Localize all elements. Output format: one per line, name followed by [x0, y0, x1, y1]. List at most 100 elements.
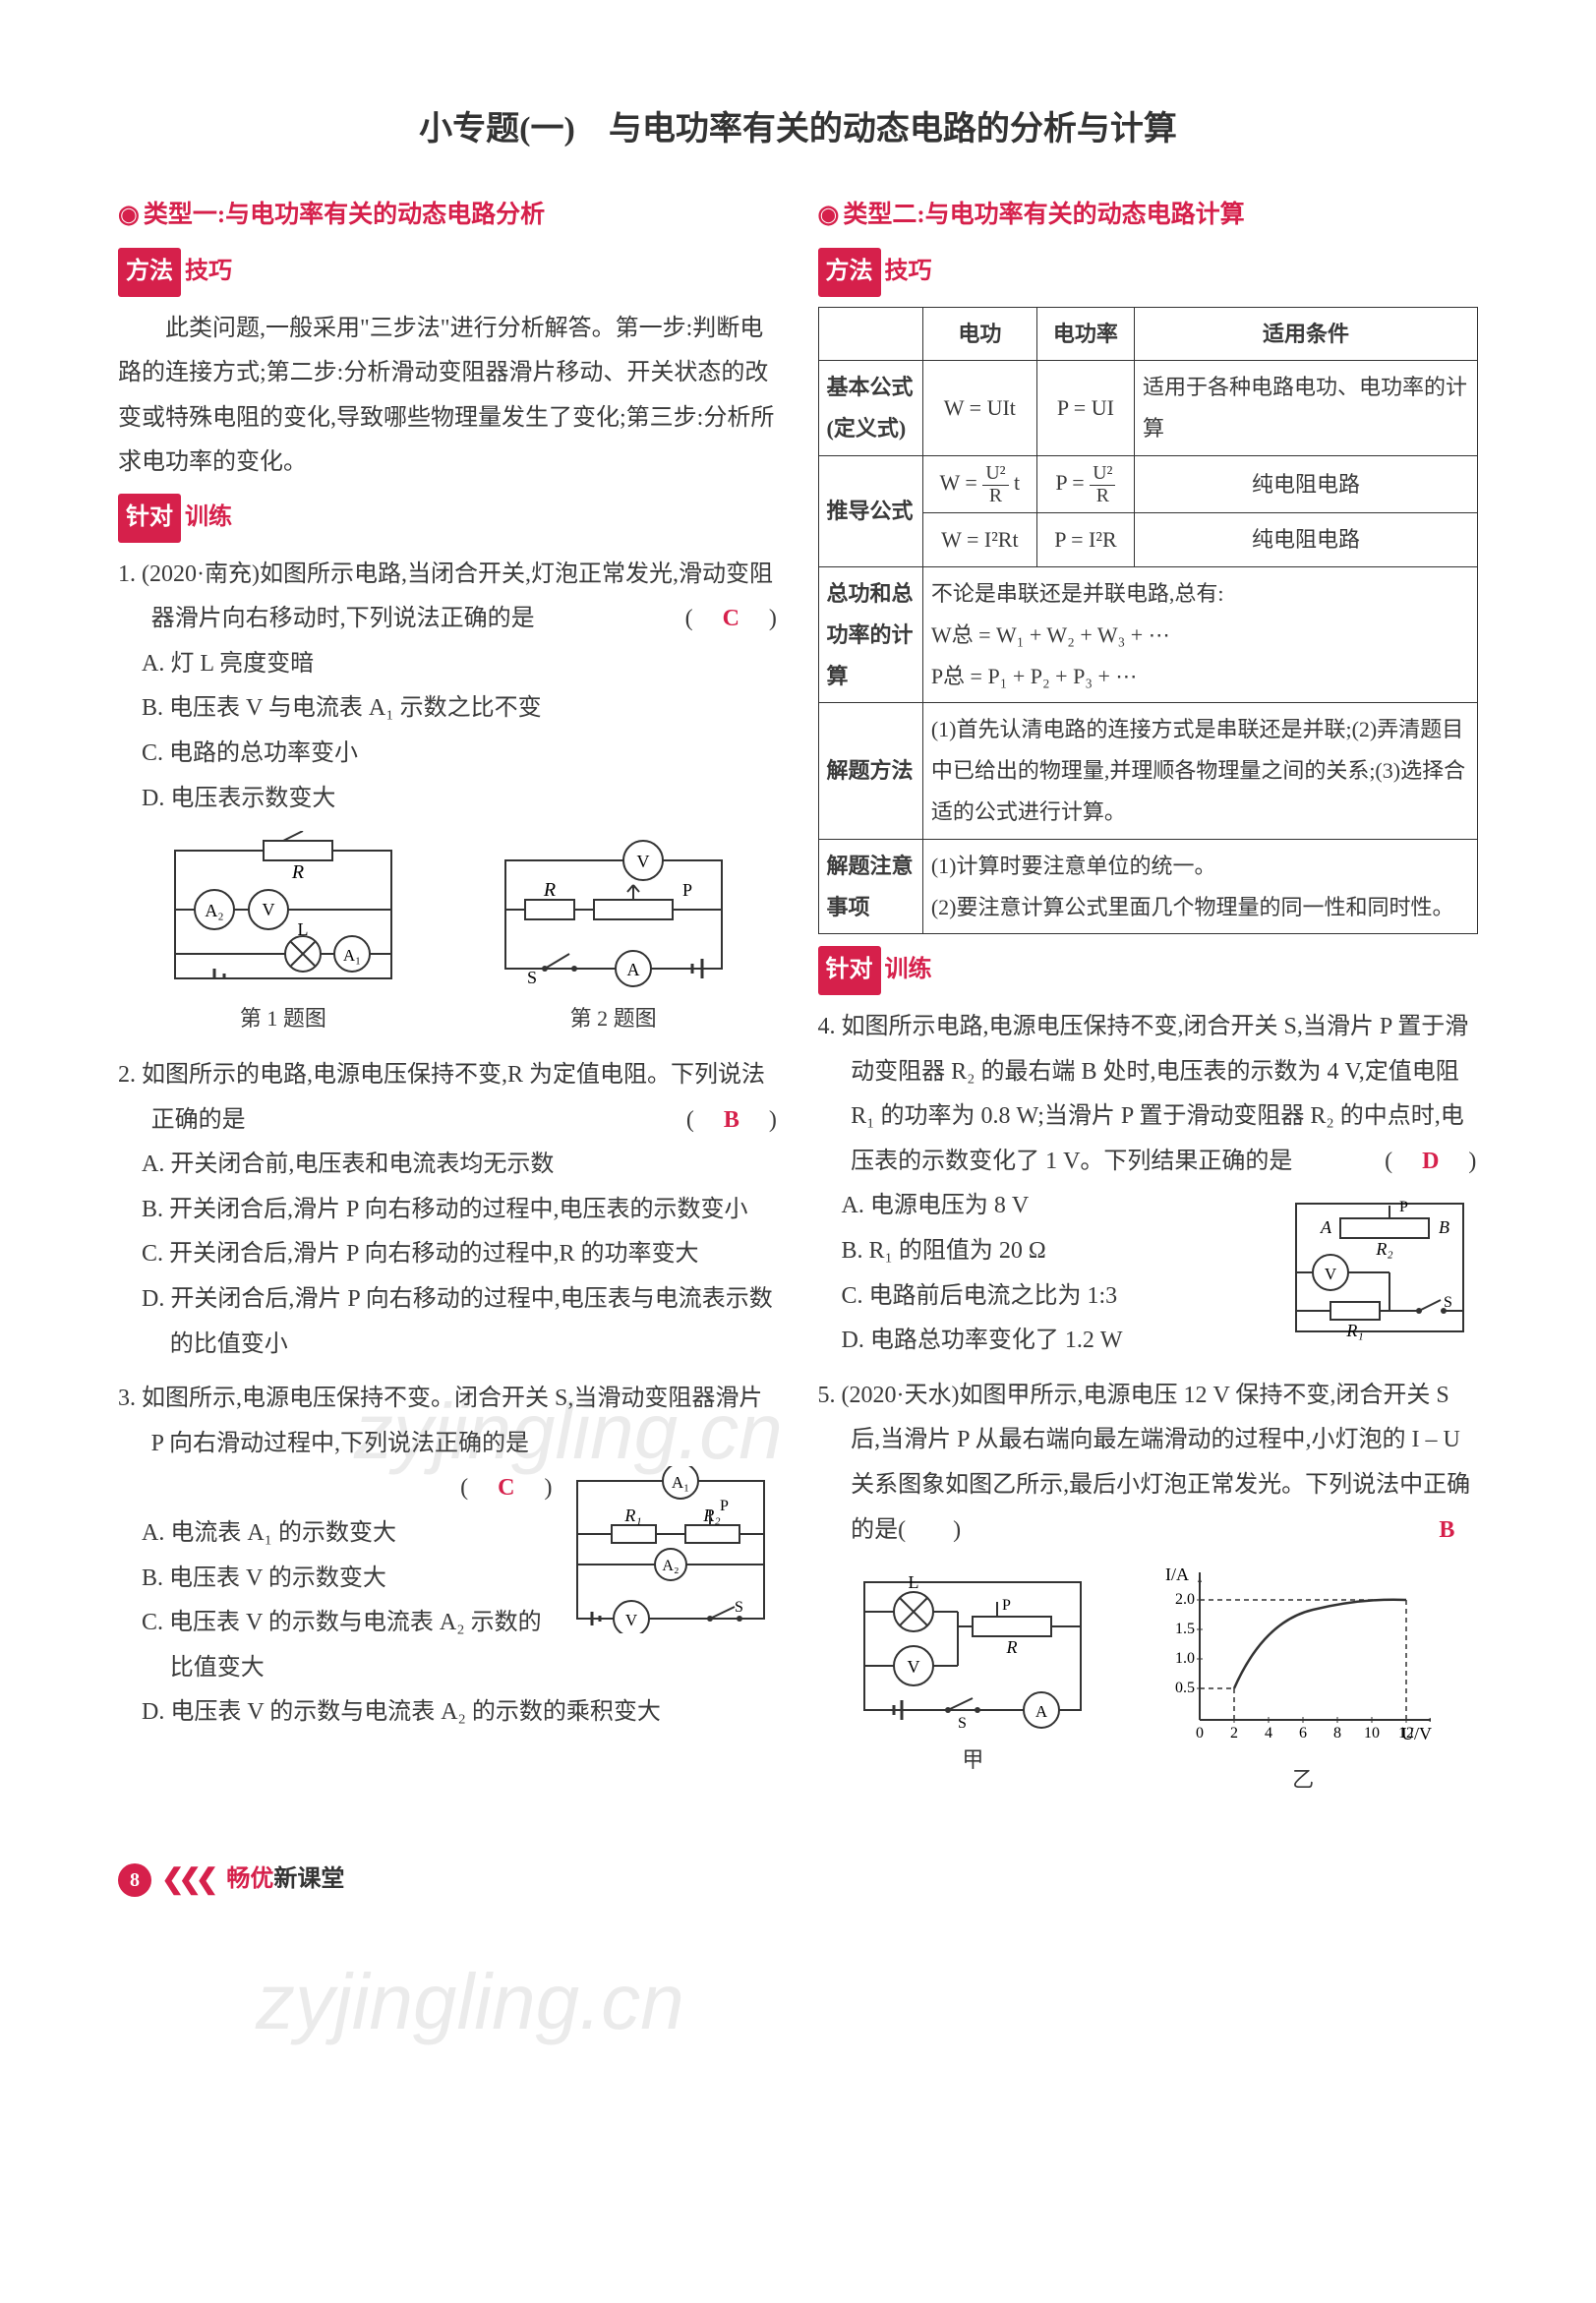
question-2: 2. 如图所示的电路,电源电压保持不变,R 为定值电阻。下列说法正确的是 ( B…: [118, 1053, 779, 1367]
q5-stem: 5. (2020·天水)如图甲所示,电源电压 12 V 保持不变,闭合开关 S …: [818, 1374, 1479, 1553]
chevrons-icon: ❮❮❮: [161, 1854, 212, 1906]
row2b-w: W = I²Rt: [922, 513, 1036, 567]
q5-answer: B: [1466, 1508, 1478, 1554]
question-5: 5. (2020·天水)如图甲所示,电源电压 12 V 保持不变,闭合开关 S …: [818, 1374, 1479, 1553]
svg-text:R₁: R₁: [1345, 1321, 1363, 1340]
figure-row-5: L R P V A S: [818, 1563, 1479, 1801]
q2-answer-slot: ( B ): [719, 1098, 778, 1144]
th-cond: 适用条件: [1134, 307, 1477, 361]
question-4: 4. 如图所示电路,电源电压保持不变,闭合开关 S,当滑片 P 置于滑动变阻器 …: [818, 1005, 1479, 1364]
q2-opt-d: D. 开关闭合后,滑片 P 向右移动的过程中,电压表与电流表示数的比值变小: [123, 1277, 779, 1367]
method-tag: 方法技巧: [118, 248, 779, 297]
type-header-1-text: 类型一:与电功率有关的动态电路分析: [144, 202, 545, 228]
row2-label: 推导公式: [818, 456, 922, 567]
row1-label: 基本公式(定义式): [818, 361, 922, 456]
row2b-cond: 纯电阻电路: [1134, 513, 1477, 567]
method-tag-2a: 方法: [818, 248, 881, 297]
q3-answer-slot: ( C ): [118, 1466, 553, 1511]
footer-brand-a: 畅优: [226, 1866, 273, 1892]
svg-text:P: P: [1002, 1597, 1011, 1614]
figure-2: V P R S A: [486, 831, 741, 1039]
content-columns: ◉类型一:与电功率有关的动态电路分析 方法技巧 此类问题,一般采用"三步法"进行…: [118, 192, 1478, 1814]
circuit-diagram-3: A₁ R₁ R₂ P A₂: [562, 1466, 779, 1633]
q2-stem-text: 2. 如图所示的电路,电源电压保持不变,R 为定值电阻。下列说法正确的是: [118, 1062, 765, 1133]
q3-stem: 3. 如图所示,电源电压保持不变。闭合开关 S,当滑动变阻器滑片 P 向右滑动过…: [118, 1377, 779, 1466]
xtick-3: 8: [1333, 1725, 1341, 1742]
row2b-p: P = I²R: [1036, 513, 1134, 567]
figure-5a: L R P V A S: [845, 1563, 1100, 1801]
method-tag-2: 方法技巧: [818, 248, 1479, 297]
page-number: 8: [118, 1863, 151, 1897]
left-column: ◉类型一:与电功率有关的动态电路分析 方法技巧 此类问题,一般采用"三步法"进行…: [118, 192, 779, 1814]
svg-text:R: R: [543, 879, 556, 901]
row2a-w: W = U²R t: [922, 456, 1036, 513]
question-1: 1. (2020·南充)如图所示电路,当闭合开关,灯泡正常发光,滑动变阻器滑片向…: [118, 553, 779, 822]
svg-text:R₁: R₁: [623, 1506, 641, 1525]
svg-text:R₂: R₂: [1375, 1239, 1392, 1259]
row3-body: 不论是串联还是并联电路,总有: W总 = W₁ + W₂ + W₃ + ⋯ P总…: [922, 567, 1477, 703]
svg-text:V: V: [636, 852, 649, 871]
watermark: zyjingling.cn: [256, 1927, 684, 2077]
type-header-1: ◉类型一:与电功率有关的动态电路分析: [118, 192, 779, 239]
circuit-diagram-2: V P R S A: [486, 831, 741, 998]
practice-tag-a: 针对: [118, 494, 181, 543]
circuit-diagram-5a: L R P V A S: [845, 1563, 1100, 1740]
arrow-icon: ◉: [118, 192, 140, 239]
row1-w: W = UIt: [922, 361, 1036, 456]
q1-opt-c: C. 电路的总功率变小: [123, 732, 779, 777]
arrow-icon: ◉: [818, 192, 840, 239]
q3-opt-a: A. 电流表 A₁ 的示数变大: [123, 1511, 553, 1557]
q2-opt-a: A. 开关闭合前,电压表和电流表均无示数: [123, 1143, 779, 1188]
q4-answer: D: [1416, 1149, 1445, 1174]
row1-cond: 适用于各种电路电功、电功率的计算: [1134, 361, 1477, 456]
figure-row-1-2: R A₂ V L A₁: [118, 831, 779, 1039]
q4-opt-a: A. 电源电压为 8 V: [822, 1184, 1271, 1229]
footer-brand: 畅优新课堂: [226, 1858, 344, 1903]
q1-opt-d: D. 电压表示数变大: [123, 777, 779, 822]
q2-answer: B: [718, 1107, 745, 1133]
page-footer: 8 ❮❮❮ 畅优新课堂: [118, 1854, 1478, 1906]
th-power: 电功率: [1036, 307, 1134, 361]
method-paragraph: 此类问题,一般采用"三步法"进行分析解答。第一步:判断电路的连接方式;第二步:分…: [118, 307, 779, 486]
q4-opt-d: D. 电路总功率变化了 1.2 W: [822, 1319, 1271, 1364]
svg-text:P: P: [720, 1498, 729, 1514]
svg-text:S: S: [958, 1715, 967, 1732]
practice-tag-2a: 针对: [818, 946, 881, 995]
xtick-2: 6: [1299, 1725, 1307, 1742]
svg-text:A: A: [626, 960, 639, 979]
figure-5b: I/A U/V 0.5 1.0 1.5 2.0: [1155, 1563, 1450, 1801]
figure-5a-label: 甲: [845, 1740, 1100, 1781]
svg-text:R: R: [1006, 1637, 1018, 1657]
practice-tag-2b: 训练: [885, 957, 932, 982]
ytick-0: 0.5: [1175, 1680, 1195, 1696]
q4-stem-text: 4. 如图所示电路,电源电压保持不变,闭合开关 S,当滑片 P 置于滑动变阻器 …: [818, 1014, 1469, 1174]
q1-stem: 1. (2020·南充)如图所示电路,当闭合开关,灯泡正常发光,滑动变阻器滑片向…: [118, 553, 779, 642]
svg-text:B: B: [1439, 1217, 1449, 1237]
svg-text:0: 0: [1196, 1725, 1204, 1742]
svg-text:A: A: [1320, 1217, 1332, 1237]
th-work: 电功: [922, 307, 1036, 361]
practice-tag: 针对训练: [118, 494, 779, 543]
svg-text:A₂: A₂: [662, 1558, 679, 1574]
th-blank: [818, 307, 922, 361]
q1-opt-a: A. 灯 L 亮度变暗: [123, 642, 779, 687]
svg-text:V: V: [262, 900, 274, 919]
circuit-diagram-4: A B P R₂ V R₁ S: [1281, 1184, 1478, 1351]
q3-opt-d: D. 电压表 V 的示数与电流表 A₂ 的示数的乘积变大: [123, 1690, 779, 1736]
figure-2-label: 第 2 题图: [486, 998, 741, 1039]
page-title: 小专题(一) 与电功率有关的动态电路的分析与计算: [118, 98, 1478, 162]
row5-label: 解题注意事项: [818, 839, 922, 934]
row3-label: 总功和总功率的计算: [818, 567, 922, 703]
svg-text:A₁: A₁: [343, 946, 361, 965]
q4-opt-c: C. 电路前后电流之比为 1:3: [822, 1274, 1271, 1320]
method-tag-a: 方法: [118, 248, 181, 297]
svg-text:R₂: R₂: [702, 1506, 720, 1525]
ytick-3: 2.0: [1175, 1591, 1195, 1608]
svg-text:S: S: [735, 1599, 743, 1616]
q2-opt-c: C. 开关闭合后,滑片 P 向右移动的过程中,R 的功率变大: [123, 1232, 779, 1277]
row2a-cond: 纯电阻电路: [1134, 456, 1477, 513]
figure-3: A₁ R₁ R₂ P A₂: [562, 1466, 779, 1690]
practice-tag-b: 训练: [185, 504, 232, 530]
circuit-diagram-1: R A₂ V L A₁: [155, 831, 411, 998]
q3-opt-b: B. 电压表 V 的示数变大: [123, 1557, 553, 1602]
